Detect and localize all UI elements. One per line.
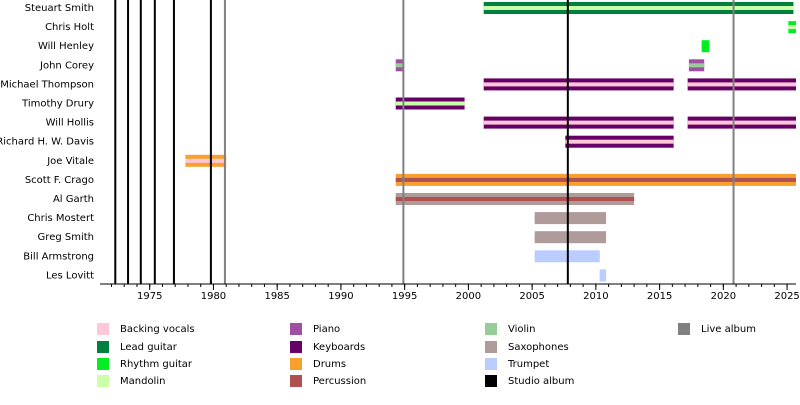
- legend-label: Mandolin: [120, 376, 165, 387]
- x-tick-label: 2000: [456, 291, 481, 302]
- member-label: Timothy Drury: [21, 99, 94, 110]
- legend-label: Keyboards: [313, 342, 365, 353]
- stint-stripe: [534, 235, 607, 240]
- legend-swatch: [290, 375, 302, 387]
- x-tick-label: 1980: [201, 291, 226, 302]
- legend-label: Violin: [508, 324, 535, 335]
- x-tick-label: 2015: [647, 291, 672, 302]
- member-label: Scott F. Crago: [25, 175, 94, 186]
- legend-swatch: [485, 358, 497, 370]
- x-tick-label: 2025: [774, 291, 799, 302]
- member-label: Bill Armstrong: [23, 251, 94, 262]
- x-tick-label: 2005: [519, 291, 544, 302]
- legend-label: Lead guitar: [120, 342, 178, 353]
- legend-label: Trumpet: [507, 359, 549, 370]
- x-tick-label: 2010: [583, 291, 608, 302]
- stint-stripe: [483, 120, 674, 125]
- legend-swatch: [485, 375, 497, 387]
- stint-stripe: [788, 25, 796, 30]
- legend-label: Saxophones: [508, 342, 569, 353]
- legend-swatch: [485, 341, 497, 353]
- stint-stripe: [395, 63, 404, 68]
- legend-swatch: [290, 323, 302, 335]
- legend-label: Drums: [313, 359, 346, 370]
- stint-stripe: [687, 120, 796, 125]
- member-label: Greg Smith: [38, 232, 94, 243]
- stint-stripe: [483, 82, 674, 87]
- stint-stripe: [395, 177, 796, 182]
- stint-stripe: [599, 273, 607, 278]
- stint-stripe: [185, 158, 227, 163]
- member-label: Chris Holt: [45, 22, 94, 33]
- stint-stripe: [395, 197, 635, 201]
- legend-swatch: [97, 323, 109, 335]
- member-label: Chris Mostert: [27, 213, 94, 224]
- legend-swatch: [290, 358, 302, 370]
- x-tick-label: 1990: [328, 291, 353, 302]
- x-tick-label: 1995: [392, 291, 417, 302]
- member-label: Al Garth: [53, 194, 94, 205]
- legend-label: Backing vocals: [120, 324, 195, 335]
- member-label: Michael Thompson: [0, 79, 94, 90]
- legend-label: Piano: [313, 324, 340, 335]
- legend-swatch: [97, 375, 109, 387]
- legend-swatch: [97, 358, 109, 370]
- member-label: John Corey: [39, 60, 94, 71]
- legend-label: Studio album: [508, 376, 574, 387]
- member-label: Les Lovitt: [46, 270, 94, 281]
- stint-stripe: [701, 44, 710, 49]
- stint-stripe: [534, 216, 607, 221]
- member-label: Joe Vitale: [46, 156, 94, 167]
- stint-stripe: [395, 101, 465, 106]
- x-tick-label: 1975: [137, 291, 162, 302]
- legend-swatch: [290, 341, 302, 353]
- stint-stripe: [483, 6, 794, 10]
- legend-swatch: [485, 323, 497, 335]
- x-tick-label: 1985: [264, 291, 289, 302]
- legend-swatch: [97, 341, 109, 353]
- member-label: Steuart Smith: [25, 3, 94, 14]
- stint-stripe: [565, 139, 674, 144]
- member-label: Richard H. W. Davis: [0, 137, 94, 148]
- stint-stripe: [688, 63, 705, 68]
- x-tick-label: 2020: [711, 291, 736, 302]
- legend-swatch: [678, 323, 690, 335]
- legend-label: Rhythm guitar: [120, 359, 193, 370]
- legend-label: Live album: [701, 324, 756, 335]
- member-label: Will Henley: [38, 41, 94, 52]
- legend-label: Percussion: [313, 376, 366, 387]
- stint-stripe: [687, 82, 796, 87]
- member-label: Will Hollis: [46, 118, 94, 129]
